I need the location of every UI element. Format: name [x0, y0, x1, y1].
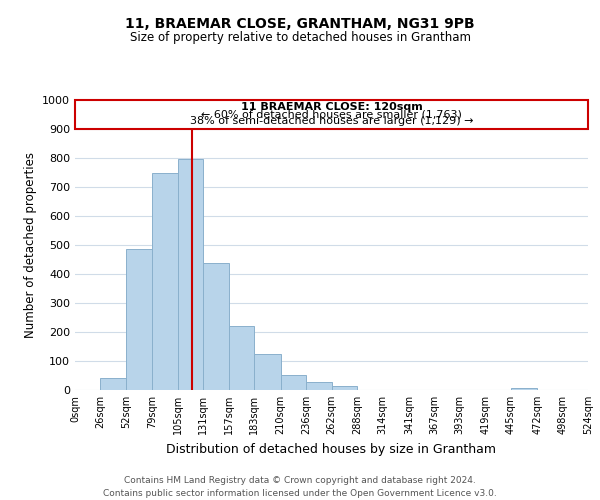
Text: 38% of semi-detached houses are larger (1,129) →: 38% of semi-detached houses are larger (…: [190, 116, 473, 126]
Bar: [229, 326, 254, 390]
Bar: [178, 160, 203, 390]
Text: 11, BRAEMAR CLOSE, GRANTHAM, NG31 9PB: 11, BRAEMAR CLOSE, GRANTHAM, NG31 9PB: [125, 18, 475, 32]
FancyBboxPatch shape: [75, 100, 588, 129]
Text: Size of property relative to detached houses in Grantham: Size of property relative to detached ho…: [130, 31, 470, 44]
Text: ← 60% of detached houses are smaller (1,763): ← 60% of detached houses are smaller (1,…: [201, 110, 462, 120]
X-axis label: Distribution of detached houses by size in Grantham: Distribution of detached houses by size …: [167, 442, 497, 456]
Bar: [126, 249, 152, 390]
Text: Contains HM Land Registry data © Crown copyright and database right 2024.: Contains HM Land Registry data © Crown c…: [124, 476, 476, 485]
Bar: [331, 386, 357, 390]
Text: 11 BRAEMAR CLOSE: 120sqm: 11 BRAEMAR CLOSE: 120sqm: [241, 102, 422, 112]
Text: Contains public sector information licensed under the Open Government Licence v3: Contains public sector information licen…: [103, 489, 497, 498]
Bar: [254, 354, 281, 390]
Bar: [511, 388, 537, 390]
Y-axis label: Number of detached properties: Number of detached properties: [23, 152, 37, 338]
Bar: [100, 378, 126, 390]
Bar: [281, 375, 306, 390]
Bar: [152, 173, 178, 390]
Bar: [306, 382, 331, 390]
Bar: [203, 264, 229, 390]
